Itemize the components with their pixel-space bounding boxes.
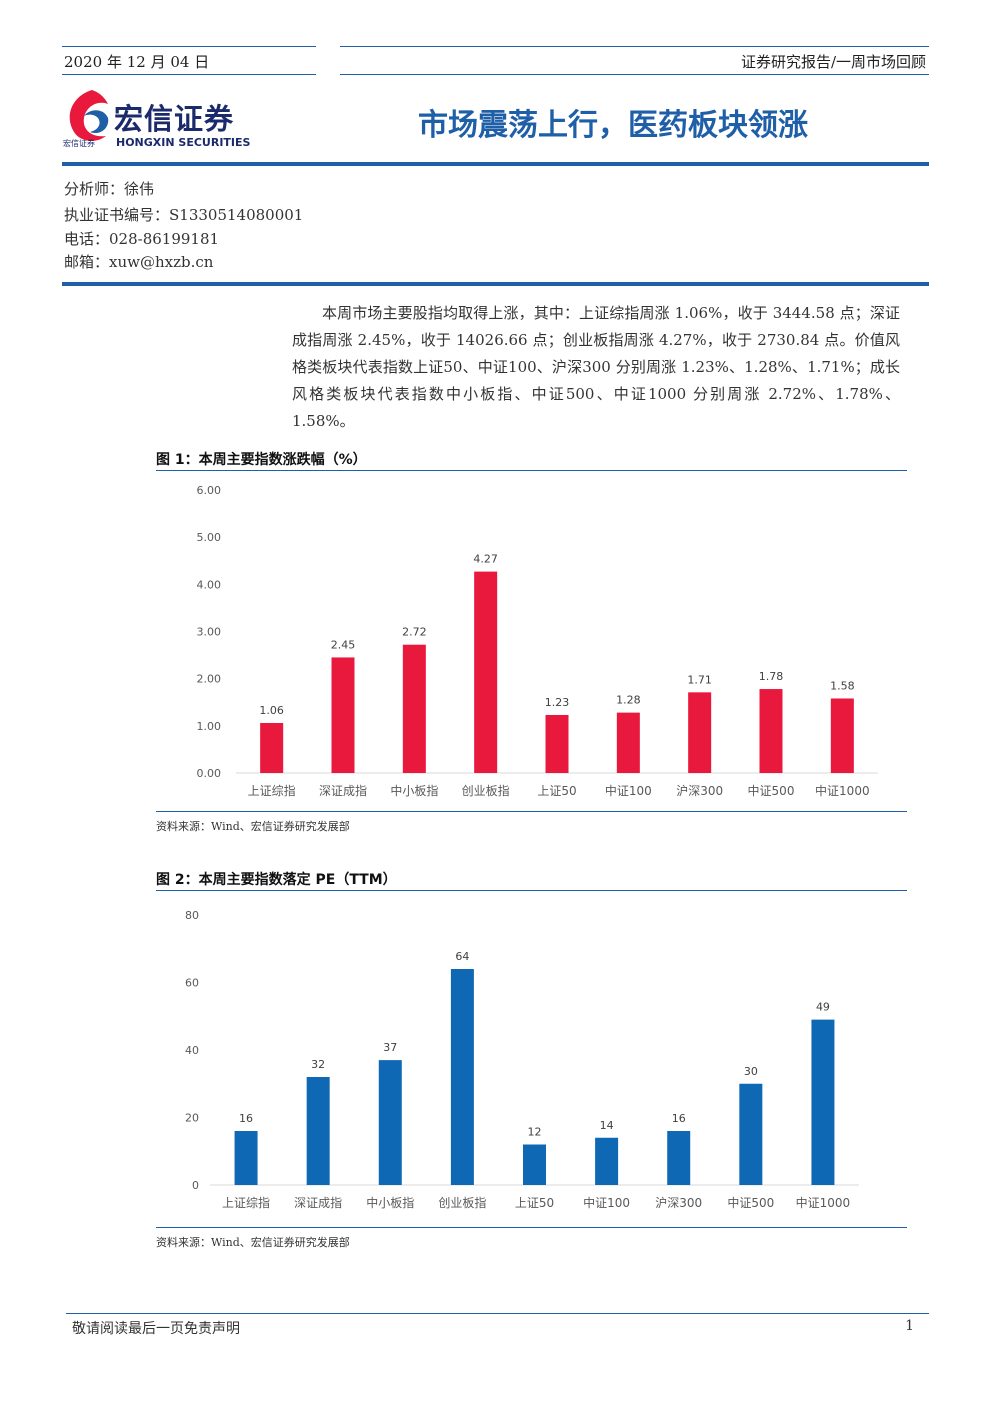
header-rule-left-top	[62, 46, 316, 47]
header-rule-right-bottom	[340, 74, 929, 75]
page-number: 1	[905, 1318, 914, 1334]
x-tick-label: 上证50	[515, 1196, 554, 1210]
y-tick-label: 4.00	[197, 578, 222, 591]
data-label: 37	[383, 1041, 397, 1054]
analyst-name: 分析师：徐伟	[64, 180, 155, 198]
bar	[616, 712, 640, 773]
report-title: 市场震荡上行，医药板块领涨	[418, 108, 808, 143]
data-label: 1.28	[616, 694, 641, 707]
data-label: 14	[600, 1119, 614, 1132]
data-label: 1.58	[830, 679, 855, 692]
x-tick-label: 上证综指	[248, 783, 296, 798]
logo-english-name: HONGXIN SECURITIES	[116, 136, 251, 149]
figure2-source: 资料来源：Wind、宏信证券研究发展部	[156, 1236, 350, 1249]
data-label: 2.72	[402, 626, 427, 639]
bar	[688, 692, 712, 773]
y-tick-label: 1.00	[197, 720, 222, 733]
bar	[739, 1083, 763, 1185]
bar	[402, 644, 426, 773]
data-label: 16	[672, 1112, 686, 1125]
bar	[306, 1077, 330, 1185]
data-label: 16	[239, 1112, 253, 1125]
y-tick-label: 2.00	[197, 673, 222, 686]
title-divider	[62, 162, 929, 166]
x-tick-label: 中小板指	[390, 783, 438, 798]
x-tick-label: 中证500	[727, 1195, 774, 1210]
data-label: 64	[455, 950, 469, 963]
data-label: 2.45	[331, 638, 356, 651]
x-tick-label: 沪深300	[676, 784, 723, 798]
y-tick-label: 20	[185, 1112, 199, 1125]
bar	[474, 571, 498, 773]
bar	[595, 1137, 619, 1185]
analyst-divider	[62, 282, 929, 286]
data-label: 49	[816, 1001, 830, 1014]
x-tick-label: 中证1000	[815, 783, 870, 798]
data-label: 32	[311, 1058, 325, 1071]
y-tick-label: 60	[185, 977, 199, 990]
figure2-bar-chart: 0 20 40 60 80 16 上证综指 32 深证成指 37 中小板指 64 创业板指 12 上证50 1…	[185, 909, 859, 1210]
x-tick-label: 中小板指	[366, 1195, 414, 1210]
bar	[450, 969, 474, 1185]
y-tick-label: 40	[185, 1044, 199, 1057]
x-tick-label: 上证综指	[222, 1195, 270, 1210]
x-tick-label: 中证500	[748, 783, 795, 798]
x-tick-label: 创业板指	[438, 1195, 486, 1210]
x-tick-label: 中证100	[605, 783, 652, 798]
bar	[378, 1060, 402, 1185]
data-label: 1.71	[687, 673, 712, 686]
logo-small-name: 宏信证券	[63, 139, 95, 148]
bar	[759, 689, 783, 773]
data-label: 12	[528, 1126, 542, 1139]
x-tick-label: 沪深300	[655, 1196, 702, 1210]
header-rule-right-top	[340, 46, 929, 47]
disclaimer-note: 敬请阅读最后一页免责声明	[72, 1321, 240, 1337]
header-rule-left-bottom	[62, 74, 316, 75]
bar	[260, 723, 284, 773]
figure1-top-rule	[156, 470, 907, 471]
analyst-license: 执业证书编号：S1330514080001	[64, 206, 304, 224]
report-date: 2020 年 12 月 04 日	[64, 53, 210, 71]
y-tick-label: 5.00	[197, 531, 222, 544]
company-logo	[69, 90, 109, 141]
bar	[830, 698, 854, 773]
data-label: 1.06	[259, 704, 284, 717]
y-tick-label: 0	[192, 1179, 199, 1192]
footer-rule	[66, 1313, 929, 1314]
figure2-bottom-rule	[156, 1227, 907, 1228]
figure1-bar-chart: 0.00 1.00 2.00 3.00 4.00 5.00 6.00 1.06 上证综指 2.45…	[197, 484, 878, 798]
data-label: 1.78	[759, 670, 784, 683]
figure1-source: 资料来源：Wind、宏信证券研究发展部	[156, 820, 350, 833]
x-tick-label: 深证成指	[319, 783, 367, 798]
figure1-title: 图 1：本周主要指数涨跌幅（%）	[156, 452, 367, 468]
report-type: 证券研究报告/一周市场回顾	[740, 53, 926, 71]
x-tick-label: 上证50	[537, 784, 576, 798]
data-label: 4.27	[473, 553, 498, 566]
figure2-top-rule	[156, 890, 907, 891]
bar	[667, 1131, 691, 1185]
bar	[331, 657, 355, 773]
summary-paragraph: 本周市场主要股指均取得上涨，其中：上证综指周涨 1.06%，收于 3444.58…	[292, 304, 900, 430]
y-tick-label: 80	[185, 909, 199, 922]
figure1-bottom-rule	[156, 811, 907, 812]
data-label: 30	[744, 1065, 758, 1078]
x-tick-label: 中证1000	[796, 1195, 851, 1210]
analyst-phone: 电话：028-86199181	[64, 230, 220, 248]
y-tick-label: 6.00	[197, 484, 222, 497]
y-tick-label: 0.00	[197, 767, 222, 780]
data-label: 1.23	[545, 696, 570, 709]
bar	[234, 1131, 258, 1185]
logo-chinese-name: 宏信证券	[114, 102, 235, 136]
bar	[545, 714, 569, 773]
x-tick-label: 中证100	[583, 1195, 630, 1210]
figure2-title: 图 2：本周主要指数落定 PE（TTM）	[156, 872, 397, 888]
analyst-email: 邮箱：xuw@hxzb.cn	[64, 253, 214, 271]
x-tick-label: 创业板指	[462, 783, 510, 798]
y-tick-label: 3.00	[197, 626, 222, 639]
bar	[811, 1019, 835, 1185]
bar	[523, 1144, 546, 1185]
x-tick-label: 深证成指	[294, 1195, 342, 1210]
